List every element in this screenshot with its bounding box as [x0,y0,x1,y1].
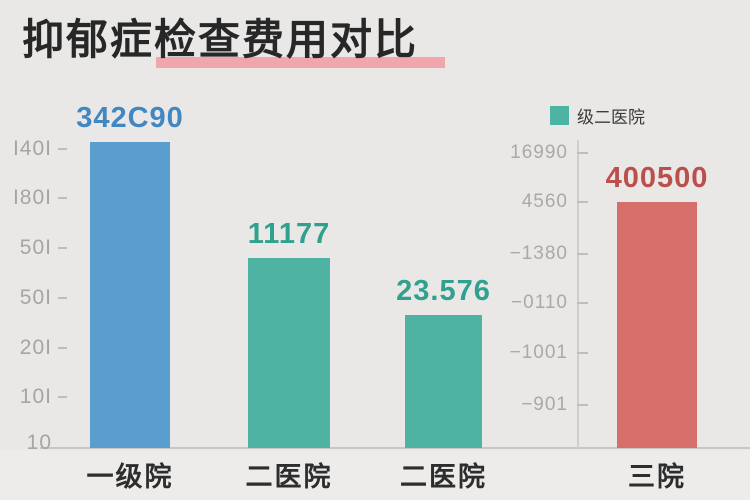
legend: 级二医院 [550,103,645,128]
right-y-axis-tick-label: −901 [521,394,568,415]
left-y-axis-tick-label: 50I [19,286,52,309]
right-y-axis-tick-mark [577,302,588,304]
x-axis-category-label: 二医院 [245,462,333,492]
left-y-axis-tick-label: 20I [19,336,52,359]
right-y-axis-tick-mark [577,253,588,255]
right-y-axis-tick-mark [577,352,588,354]
right-y-axis-tick-label: −0110 [511,292,568,313]
right-y-axis-tick-label: −1001 [509,342,568,363]
x-axis-category-label: 三院 [628,462,686,492]
bar-三院 [617,202,697,448]
legend-label: 级二医院 [577,108,645,127]
right-y-axis-tick-mark [577,201,588,203]
bar-二医院 [248,258,330,448]
right-y-axis-tick-label: −1380 [509,243,568,264]
title-underline-highlight [156,57,445,68]
right-y-axis-tick-label: 4560 [521,191,568,212]
bar-value-label: 342C90 [76,102,184,134]
bar-一级院 [90,142,170,448]
bar-二医院 [405,315,482,448]
legend-swatch [550,106,569,125]
right-y-axis-tick-mark [577,152,588,154]
bar-value-label: 400500 [605,162,709,194]
left-y-axis-tick-label: 10 [26,431,52,454]
left-y-axis-tick-mark [58,396,67,398]
x-axis-category-label: 一级院 [86,462,174,492]
left-y-axis-tick-label: I80I [12,186,52,209]
secondary-y-axis-line [577,140,579,448]
right-y-axis-tick-mark [577,404,588,406]
left-y-axis-tick-mark [58,197,67,199]
x-axis-category-label: 二医院 [400,462,487,492]
left-y-axis-tick-label: 10I [19,385,52,408]
left-y-axis-tick-mark [58,347,67,349]
left-y-axis-tick-mark [58,247,67,249]
right-y-axis-tick-label: 16990 [510,142,568,163]
x-axis-line [40,447,750,449]
bar-value-label: 11177 [247,218,331,250]
left-y-axis-tick-mark [58,148,67,150]
bar-value-label: 23.576 [396,275,491,307]
left-y-axis-tick-label: 50I [19,236,52,259]
chart-title: 抑郁症检查费用对比 [22,16,419,63]
chart-footer-strip [0,450,750,500]
left-y-axis-tick-mark [58,297,67,299]
left-y-axis-tick-label: I40I [12,137,52,160]
